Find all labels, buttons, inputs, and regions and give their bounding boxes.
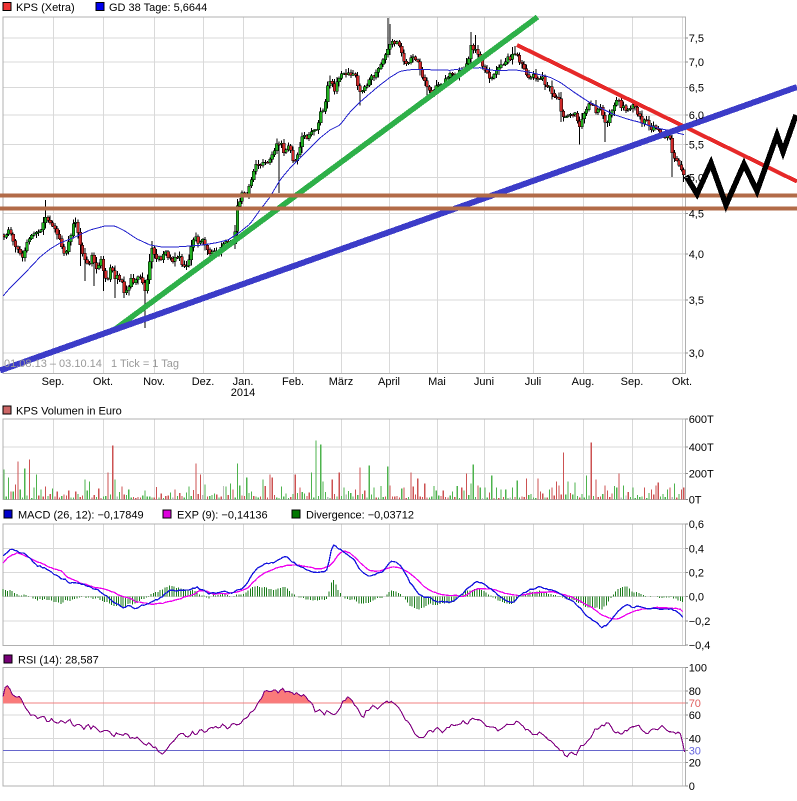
svg-text:Mai: Mai [428,376,446,388]
svg-text:RSI (14): 28,587: RSI (14): 28,587 [18,655,99,667]
svg-text:Sep.: Sep. [42,376,65,388]
svg-text:3,5: 3,5 [689,295,704,307]
svg-text:MACD (26, 12): −0,17849: MACD (26, 12): −0,17849 [18,510,144,522]
svg-text:Jan.: Jan. [233,376,254,388]
svg-text:Okt.: Okt. [93,376,113,388]
svg-text:200T: 200T [689,468,714,480]
svg-text:600T: 600T [689,414,714,426]
svg-text:Sep.: Sep. [621,376,644,388]
svg-text:Okt.: Okt. [672,376,692,388]
svg-text:−0,2: −0,2 [689,616,711,628]
svg-text:4,0: 4,0 [689,249,704,261]
svg-text:30: 30 [689,746,701,758]
svg-text:7,5: 7,5 [689,33,704,45]
svg-text:0,2: 0,2 [689,567,704,579]
svg-text:2014: 2014 [231,387,255,399]
svg-text:0,6: 0,6 [689,519,704,531]
svg-text:5,5: 5,5 [689,140,704,152]
svg-text:60: 60 [689,710,701,722]
svg-text:400T: 400T [689,442,714,454]
svg-text:0,4: 0,4 [689,543,704,555]
svg-text:Juni: Juni [474,376,494,388]
svg-text:Dez.: Dez. [192,376,215,388]
svg-text:6,0: 6,0 [689,110,704,122]
svg-text:Divergence: −0,03712: Divergence: −0,03712 [306,510,414,522]
svg-text:EXP (9): −0,14136: EXP (9): −0,14136 [177,510,268,522]
svg-text:April: April [378,376,400,388]
svg-text:7,0: 7,0 [689,57,704,69]
svg-text:3,0: 3,0 [689,348,704,360]
svg-text:Feb.: Feb. [282,376,304,388]
svg-text:KPS (Xetra): KPS (Xetra) [16,2,75,14]
svg-text:0T: 0T [689,494,702,506]
svg-text:GD 38 Tage: 5,6644: GD 38 Tage: 5,6644 [109,2,207,14]
svg-text:20: 20 [689,757,701,769]
svg-text:März: März [329,376,353,388]
svg-text:40: 40 [689,734,701,746]
svg-text:−0,4: −0,4 [689,640,711,652]
svg-text:Nov.: Nov. [143,376,165,388]
svg-text:0: 0 [689,781,695,793]
svg-text:4,5: 4,5 [689,209,704,221]
svg-text:80: 80 [689,686,701,698]
svg-text:01.08.13 – 03.10.14 1 Tick =: 01.08.13 – 03.10.14 1 Tick = 1 Tag [4,358,179,370]
svg-text:70: 70 [689,698,701,710]
svg-text:0,0: 0,0 [689,591,704,603]
svg-text:6,5: 6,5 [689,82,704,94]
svg-text:Aug.: Aug. [572,376,595,388]
svg-text:100: 100 [689,663,707,675]
svg-text:KPS Volumen in Euro: KPS Volumen in Euro [16,406,122,418]
svg-text:5,0: 5,0 [689,173,704,185]
svg-text:Juli: Juli [525,376,542,388]
